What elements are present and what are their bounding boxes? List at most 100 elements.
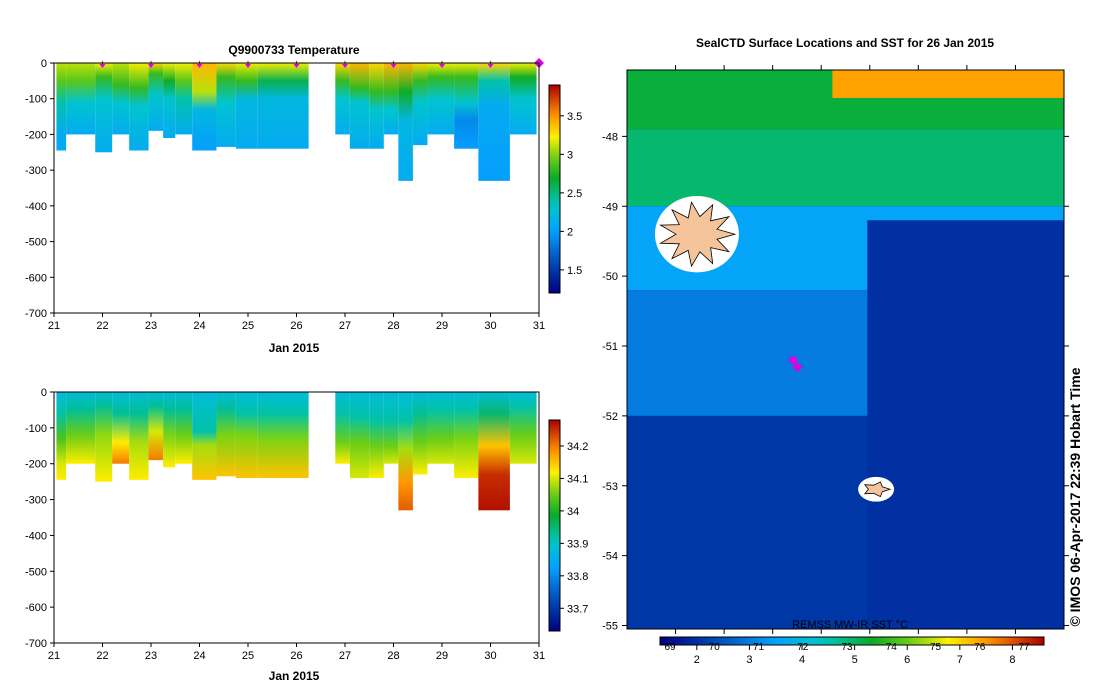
- salinity-profile: [454, 392, 479, 479]
- temperature-depth-tick-label: -200: [25, 129, 47, 141]
- latitude-axis: -48 -49 -50 -51 -52 -53 -54 -55: [602, 131, 1069, 633]
- salinity-day-tick-label: 31: [533, 650, 545, 662]
- island-land: [659, 201, 737, 268]
- sst-colorbar-fahrenheit-label: 69: [664, 642, 676, 653]
- temperature-depth-tick-label: -100: [25, 94, 47, 106]
- surface-marker-head: [99, 64, 106, 68]
- surface-marker-head: [196, 64, 203, 68]
- temperature-day-tick-label: 30: [484, 320, 496, 332]
- salinity-profile: [163, 392, 176, 468]
- sst-map-title: SealCTD Surface Locations and SST for 26…: [696, 36, 994, 50]
- sst-colorbar-tick-label: 6: [904, 654, 910, 666]
- surface-marker-head: [293, 64, 300, 68]
- temperature-day-tick-label: 22: [96, 320, 108, 332]
- salinity-day-tick-label: 26: [290, 650, 302, 662]
- temperature-profile: [148, 63, 164, 131]
- seal-location-marker: [792, 361, 803, 372]
- salinity-depth-tick-label: 0: [41, 387, 47, 399]
- temperature-day-tick-label: 29: [436, 320, 448, 332]
- sst-band: [627, 129, 1064, 207]
- salinity-day-tick-label: 22: [96, 650, 108, 662]
- sst-colorbar-fahrenheit-label: 74: [886, 642, 898, 653]
- temperature-day-tick-label: 27: [339, 320, 351, 332]
- temperature-profile: [129, 63, 149, 151]
- sst-colorbar-fahrenheit-label: 76: [974, 642, 986, 653]
- sst-colorbar-tick-label: 7: [957, 654, 963, 666]
- temperature-day-tick-label: 23: [145, 320, 157, 332]
- salinity-depth-tick-label: -400: [25, 530, 47, 542]
- salinity-depth-axis: 0 -100 -200 -300 -400 -500 -600 -700: [25, 387, 54, 650]
- temperature-depth-tick-label: 0: [41, 58, 47, 70]
- salinity-day-tick-label: 25: [242, 650, 254, 662]
- temperature-profile: [369, 63, 384, 149]
- surface-marker-head: [390, 64, 397, 68]
- salinity-colorbar-ticks: 33.7 33.8 33.9 34 34.1 34.2: [560, 441, 588, 615]
- temperature-colorbar-tick-label: 2: [567, 226, 573, 238]
- temperature-profile: [478, 63, 510, 181]
- sst-cold-pool: [867, 220, 1064, 629]
- seal-surface-locations: [788, 354, 803, 372]
- temperature-profile: [398, 63, 413, 181]
- sst-colorbar-tick-label: 3: [746, 654, 752, 666]
- salinity-profile: [509, 392, 537, 464]
- salinity-profile: [369, 392, 384, 479]
- surface-marker-head: [342, 64, 348, 68]
- temperature-profile: [257, 63, 309, 149]
- sst-colorbar-tick-label: 2: [694, 654, 700, 666]
- temperature-colorbar-tick-label: 3.5: [567, 111, 582, 123]
- temperature-colorbar-ticks: 1.5 2 2.5 3 3.5: [560, 111, 582, 277]
- surface-marker-head: [148, 64, 154, 68]
- latitude-tick-label: -55: [602, 621, 618, 633]
- salinity-colorbar-tick-label: 34.1: [567, 473, 588, 485]
- salinity-depth-tick-label: -700: [25, 638, 47, 650]
- salinity-profile: [148, 392, 164, 461]
- surface-marker-head: [245, 64, 251, 68]
- temperature-profile: [95, 63, 113, 153]
- salinity-day-tick-label: 30: [484, 650, 496, 662]
- sst-colorbar-ticks: 2 3 4 5 6 7 8 69 70 71 72 73 74 75 76 77: [664, 642, 1030, 666]
- temperature-profile: [112, 63, 130, 135]
- sst-colorbar-tick-label: 4: [799, 654, 805, 666]
- sst-field: [627, 70, 1064, 629]
- temperature-profile: [412, 63, 428, 146]
- temperature-colorbar-tick-label: 3: [567, 149, 573, 161]
- temperature-depth-tick-label: -500: [25, 237, 47, 249]
- temperature-profile: [163, 63, 176, 138]
- temperature-colorbar-strip: [548, 84, 561, 294]
- salinity-time-axis-label: Jan 2015: [269, 669, 320, 683]
- salinity-depth-tick-label: -300: [25, 495, 47, 507]
- latitude-tick-label: -49: [602, 201, 618, 213]
- salinity-colorbar-tick-label: 34.2: [567, 441, 588, 453]
- temperature-profile: [335, 63, 350, 135]
- sst-colorbar-tick-label: 5: [852, 654, 858, 666]
- sst-colorbar-strip: [659, 636, 1045, 646]
- temperature-profile: [175, 63, 193, 135]
- islands: [654, 196, 895, 502]
- temperature-day-tick-label: 31: [533, 320, 545, 332]
- salinity-profile: [216, 392, 236, 477]
- salinity-profile: [235, 392, 258, 479]
- temperature-profile: [192, 63, 217, 151]
- salinity-profile: [398, 392, 413, 511]
- temperature-profile: [427, 63, 455, 135]
- salinity-profile: [95, 392, 113, 482]
- sst-colorbar: REMSS MW-IR SST °C 2 3 4 5 6 7 8 69 70 71 72 73 74 75…: [659, 619, 1045, 666]
- sst-colorbar-fahrenheit-label: 71: [753, 642, 765, 653]
- seal-location-marker: [788, 354, 799, 365]
- sst-map-plot: SealCTD Surface Locations and SST for 26…: [602, 36, 1083, 666]
- temperature-depth-tick-label: -300: [25, 165, 47, 177]
- salinity-depth-tick-label: -500: [25, 566, 47, 578]
- salinity-colorbar-tick-label: 34: [567, 506, 579, 518]
- salinity-profile: [427, 392, 455, 464]
- temperature-profiles: [56, 63, 537, 181]
- temperature-plot-title: Q9900733 Temperature: [228, 43, 360, 57]
- salinity-profile: [335, 392, 350, 464]
- salinity-profile: [383, 392, 399, 464]
- salinity-colorbar-tick-label: 33.7: [567, 603, 588, 615]
- sst-colorbar-fahrenheit-label: 75: [930, 642, 942, 653]
- latitude-tick-label: -50: [602, 271, 618, 283]
- temperature-day-tick-label: 26: [290, 320, 302, 332]
- temperature-day-tick-label: 28: [387, 320, 399, 332]
- salinity-profile: [257, 392, 309, 479]
